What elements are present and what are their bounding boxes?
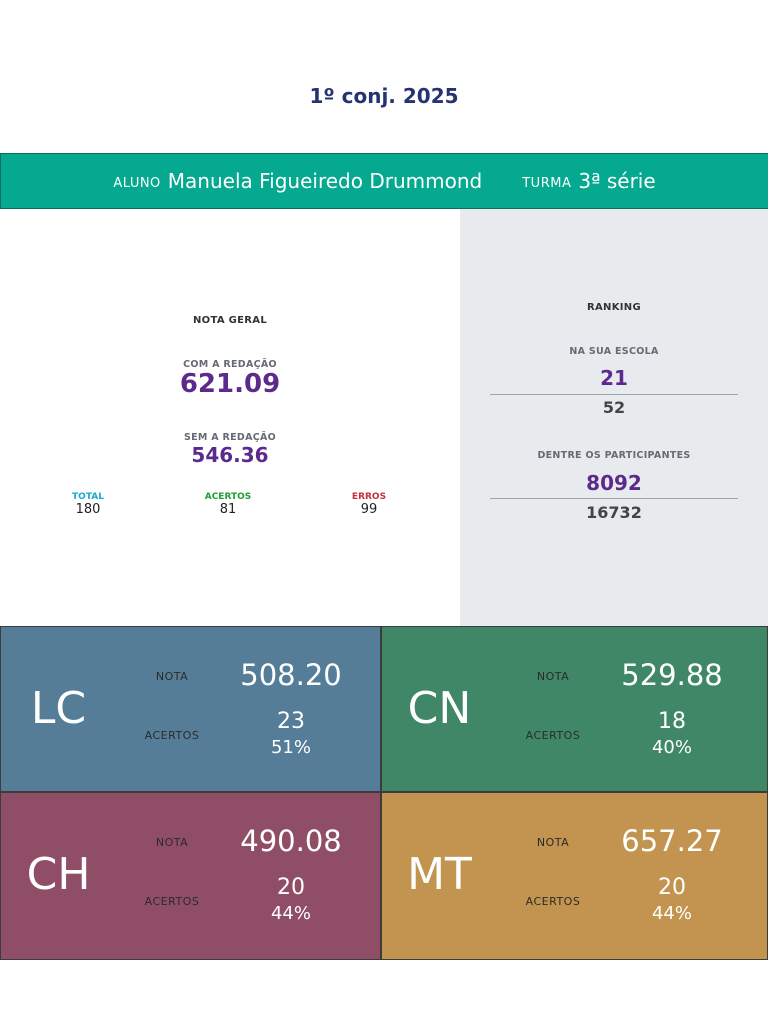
acertos-label: ACERTOS [525, 895, 581, 908]
turma-label: TURMA [522, 175, 572, 191]
area-acertos: 23 [277, 709, 305, 734]
participantes-total: 16732 [586, 503, 642, 522]
total-value: 180 [75, 502, 101, 517]
area-nota: 508.20 [240, 658, 342, 692]
com-redacao-value: 621.09 [179, 369, 281, 399]
area-nota: 529.88 [621, 658, 723, 692]
sem-redacao-value: 546.36 [191, 443, 269, 467]
ranking-panel: RANKING NA SUA ESCOLA 21 52 DENTRE OS PA… [460, 209, 768, 626]
participantes-divider [490, 498, 738, 499]
area-acertos: 18 [658, 709, 686, 734]
area-percent: 40% [651, 737, 692, 758]
area-percent: 51% [270, 737, 311, 758]
area-acertos: 20 [277, 875, 305, 900]
acertos-label: ACERTOS [204, 492, 252, 502]
nota-label: NOTA [536, 836, 570, 849]
acertos-value: 81 [219, 502, 237, 517]
ranking-heading: RANKING [587, 302, 641, 313]
area-card-cn: CN NOTA 529.88 ACERTOS 18 40% [381, 626, 768, 792]
area-code: CH [26, 849, 91, 900]
area-percent: 44% [651, 903, 692, 924]
acertos-label: ACERTOS [144, 895, 200, 908]
total-label: TOTAL [72, 492, 104, 502]
area-card-ch: CH NOTA 490.08 ACERTOS 20 44% [0, 792, 381, 960]
escola-total: 52 [602, 398, 626, 417]
escola-divider [490, 394, 738, 395]
student-name: Manuela Figueiredo Drummond [167, 169, 483, 193]
nota-geral-panel: NOTA GERAL COM A REDAÇÃO 621.09 SEM A RE… [0, 209, 460, 626]
area-code: MT [407, 849, 472, 900]
student-info-bar: ALUNO Manuela Figueiredo Drummond TURMA … [0, 153, 768, 209]
aluno-label: ALUNO [113, 175, 161, 191]
erros-label: ERROS [351, 492, 387, 502]
area-card-mt: MT NOTA 657.27 ACERTOS 20 44% [381, 792, 768, 960]
participantes-label: DENTRE OS PARTICIPANTES [537, 450, 691, 461]
participantes-position: 8092 [586, 471, 642, 495]
area-nota: 490.08 [240, 824, 342, 858]
com-redacao-label: COM A REDAÇÃO [183, 359, 277, 370]
area-code: LC [30, 683, 87, 734]
nota-label: NOTA [155, 836, 189, 849]
area-percent: 44% [270, 903, 311, 924]
area-card-lc: LC NOTA 508.20 ACERTOS 23 51% [0, 626, 381, 792]
escola-label: NA SUA ESCOLA [569, 346, 659, 357]
area-code: CN [407, 683, 472, 734]
escola-position: 21 [600, 366, 628, 390]
erros-value: 99 [360, 502, 378, 517]
page-title: 1º conj. 2025 [309, 84, 459, 108]
sem-redacao-label: SEM A REDAÇÃO [183, 432, 277, 443]
acertos-label: ACERTOS [144, 729, 200, 742]
student-turma: 3ª série [578, 169, 656, 193]
acertos-label: ACERTOS [525, 729, 581, 742]
nota-geral-heading: NOTA GERAL [193, 315, 267, 326]
area-acertos: 20 [658, 875, 686, 900]
area-nota: 657.27 [621, 824, 723, 858]
nota-label: NOTA [536, 670, 570, 683]
nota-label: NOTA [155, 670, 189, 683]
